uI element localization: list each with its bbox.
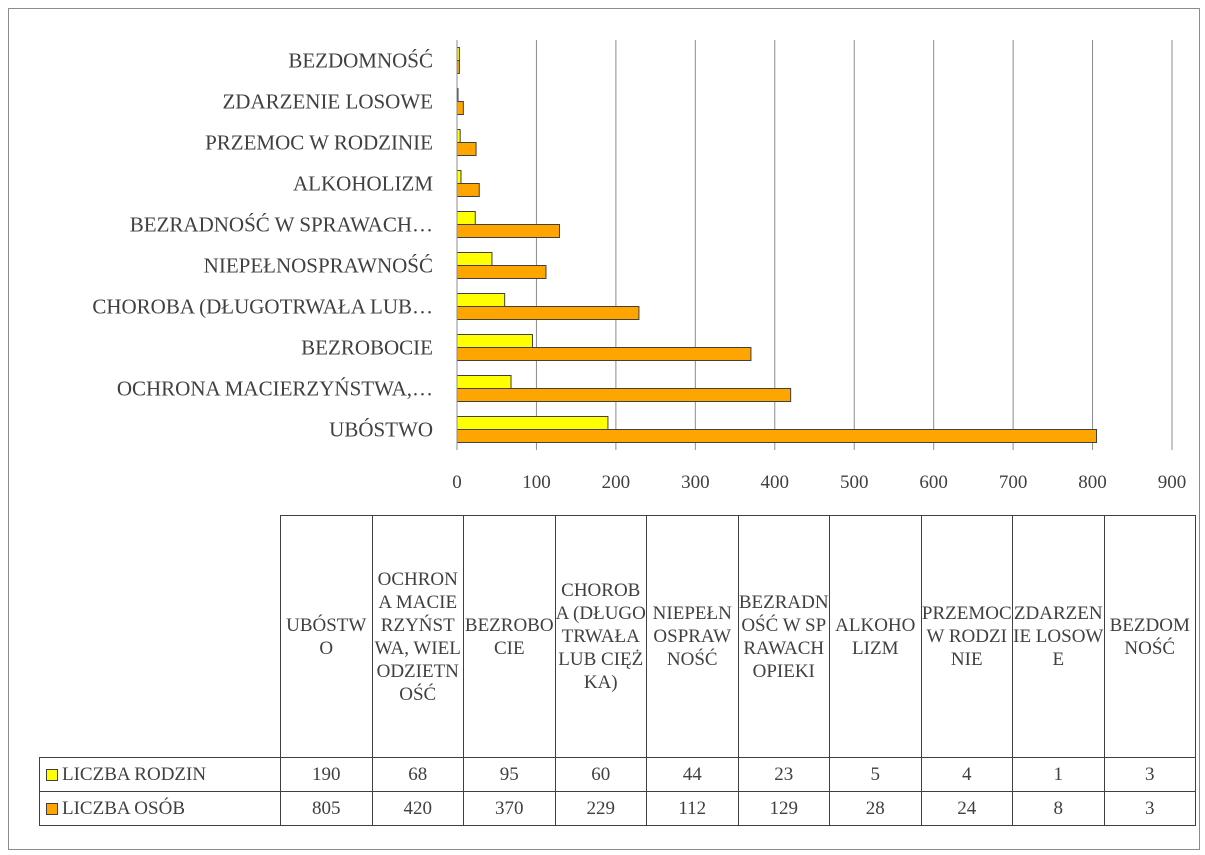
bar-families (456, 375, 512, 389)
table-header-cell: NIEPEŁNOSPRAWNOŚĆ (646, 515, 739, 758)
bar-persons (456, 224, 560, 238)
table-value-cell: 112 (646, 791, 739, 826)
x-tick-label: 900 (1158, 472, 1187, 493)
x-tick-label: 600 (919, 472, 948, 493)
table-value-cell: 3 (1103, 791, 1196, 826)
table-value-cell: 805 (280, 791, 373, 826)
table-header-label: UBÓSTWO (286, 614, 367, 659)
table-value-cell: 24 (920, 791, 1013, 826)
series-name: LICZBA RODZIN (62, 764, 207, 785)
table-header-cell: BEZROBOCIE (463, 515, 556, 758)
table-header-cell: OCHRONA MACIERZYŃSTWA, WIELODZIETNOŚĆ (371, 515, 464, 758)
bar-families (456, 334, 533, 348)
x-tick-label: 700 (999, 472, 1028, 493)
table-header-label: CHOROBA (DŁUGOTRWAŁA LUB CIĘŻKA) (555, 580, 646, 693)
category-label: BEZROBOCIE (301, 336, 433, 360)
table-value-cell: 370 (463, 791, 556, 826)
table-header-label: BEZDOMNOŚĆ (1109, 614, 1190, 659)
table-header-cell: BEZRADNOŚĆ W SPRAWACH OPIEKI (737, 515, 830, 758)
series-legend-cell: LICZBA OSÓB (39, 791, 281, 826)
x-tick-label: 300 (681, 472, 710, 493)
x-tick-label: 500 (840, 472, 869, 493)
bar-persons (456, 347, 752, 361)
table-header-cell: CHOROBA (DŁUGOTRWAŁA LUB CIĘŻKA) (554, 515, 647, 758)
table-value-cell: 1 (1012, 757, 1105, 792)
data-table: UBÓSTWO OCHRONA MACIERZYŃSTWA, WIELODZIET… (39, 515, 1196, 826)
bar-families (456, 416, 609, 430)
table-value-cell: 8 (1012, 791, 1105, 826)
bar-persons (456, 101, 464, 115)
table-header-cell: BEZDOMNOŚĆ (1103, 515, 1196, 758)
legend-swatch (46, 803, 58, 815)
table-body: LICZBA RODZIN 190 68 95 60 44 23 5 4 1 3 LICZBA OSÓ… (39, 757, 1196, 826)
category-label: ZDARZENIE LOSOWE (222, 90, 433, 114)
table-value-cell: 229 (554, 791, 647, 826)
table-header-label: ZDARZENIE LOSOWE (1013, 603, 1104, 670)
category-label: ALKOHOLIZM (293, 172, 433, 196)
bar-persons (456, 142, 477, 156)
bar-persons (456, 183, 480, 197)
table-value-cell: 420 (371, 791, 464, 826)
table-value-cell: 95 (463, 757, 556, 792)
table-value-cell: 68 (371, 757, 464, 792)
table-header-cell: ALKOHOLIZM (829, 515, 922, 758)
table-header-label: ALKOHOLIZM (835, 614, 916, 659)
series-legend-cell: LICZBA RODZIN (39, 757, 281, 792)
table-header-label: PRZEMOC W RODZINIE (921, 603, 1012, 670)
bar-families (456, 170, 462, 184)
table-header-cell: PRZEMOC W RODZINIE (920, 515, 1013, 758)
category-label: PRZEMOC W RODZINIE (205, 131, 433, 155)
table-value-cell: 44 (646, 757, 739, 792)
table-header-cell: ZDARZENIE LOSOWE (1012, 515, 1105, 758)
table-value-cell: 129 (737, 791, 830, 826)
bar-persons (456, 306, 640, 320)
table-value-cell: 4 (920, 757, 1013, 792)
table-value-cell: 5 (829, 757, 922, 792)
bar-families (456, 293, 506, 307)
table-header-label: BEZROBOCIE (464, 614, 554, 659)
bar-persons (456, 429, 1098, 443)
category-label: UBÓSTWO (329, 418, 433, 442)
table-header-label: OCHRONA MACIERZYŃSTWA, WIELODZIETNOŚĆ (374, 568, 461, 705)
x-tick-label: 0 (452, 472, 462, 493)
chart-frame (8, 8, 1200, 850)
category-label: OCHRONA MACIERZYŃSTWA,… (117, 377, 433, 401)
category-label: BEZDOMNOŚĆ (288, 49, 433, 73)
table-header-label: BEZRADNOŚĆ W SPRAWACH OPIEKI (738, 591, 829, 682)
table-header-label: NIEPEŁNOSPRAWNOŚĆ (652, 603, 732, 670)
table-value-cell: 190 (280, 757, 373, 792)
x-tick-label: 200 (602, 472, 631, 493)
table-row: LICZBA RODZIN 190 68 95 60 44 23 5 4 1 3 (39, 757, 1196, 792)
bar-chart: 0 100 200 300 400 500 600 700 800 900 UBÓSTWO OCHRO… (92, 40, 1187, 493)
x-tick-label: 400 (761, 472, 790, 493)
bar-families (456, 252, 493, 266)
table-value-cell: 28 (829, 791, 922, 826)
table-header-cell: UBÓSTWO (280, 515, 373, 758)
legend-swatch (46, 769, 58, 781)
category-label: CHOROBA (DŁUGOTRWAŁA LUB… (92, 295, 433, 319)
table-row: LICZBA OSÓB 805 420 370 229 112 129 28 24 8 3 (39, 791, 1196, 826)
bar-families (456, 211, 476, 225)
table-header-row: UBÓSTWO OCHRONA MACIERZYŃSTWA, WIELODZIET… (40, 515, 1196, 758)
bar-persons (456, 265, 547, 279)
table-value-cell: 60 (554, 757, 647, 792)
category-label: BEZRADNOŚĆ W SPRAWACH… (130, 213, 433, 237)
category-label: NIEPEŁNOSPRAWNOŚĆ (204, 254, 433, 278)
series-name: LICZBA OSÓB (62, 798, 185, 819)
table-corner (40, 516, 281, 758)
x-tick-label: 100 (522, 472, 551, 493)
bar-persons (456, 388, 792, 402)
table-value-cell: 3 (1103, 757, 1196, 792)
x-tick-label: 800 (1078, 472, 1107, 493)
table-value-cell: 23 (737, 757, 830, 792)
